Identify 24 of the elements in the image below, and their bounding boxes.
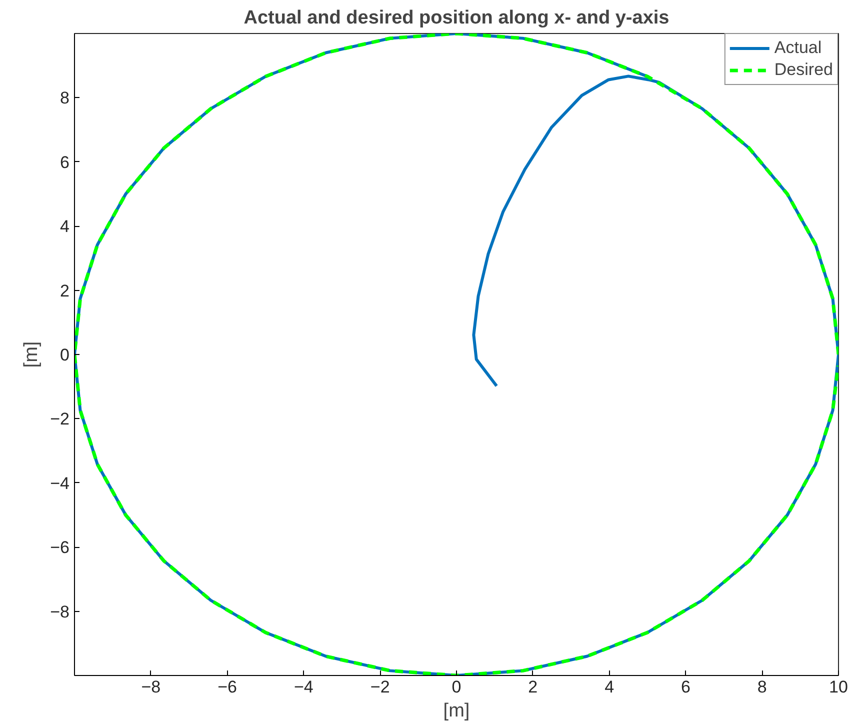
x-tick-label: 8 [757, 678, 767, 696]
chart-title: Actual and desired position along x- and y-axis [244, 8, 670, 28]
y-tick-label: −2 [50, 410, 70, 429]
legend-label: Desired [774, 60, 833, 80]
y-tick-label: −4 [50, 474, 70, 493]
x-tick-label: 10 [829, 678, 848, 696]
y-tick-label: 6 [60, 152, 70, 172]
y-tick-label: 4 [60, 217, 70, 236]
y-tick-label: −6 [50, 538, 70, 558]
y-tick-label: 2 [60, 281, 70, 300]
x-tick-label: −6 [218, 678, 237, 696]
x-tick-label: 2 [528, 678, 538, 696]
x-tick-label: −8 [141, 678, 161, 696]
x-tick-label: 6 [680, 678, 690, 696]
legend-label: Actual [774, 38, 822, 58]
y-tick-label: −8 [50, 602, 70, 622]
x-tick-label: 0 [452, 678, 462, 696]
x-tick-label: 4 [604, 678, 614, 696]
x-axis-title: [m] [443, 700, 470, 722]
y-tick-label: 8 [60, 88, 70, 108]
y-axis-title: [m] [21, 341, 42, 368]
y-tick-label: 0 [60, 346, 70, 364]
x-tick-label: −2 [370, 678, 390, 696]
x-tick-label: −4 [294, 678, 314, 696]
